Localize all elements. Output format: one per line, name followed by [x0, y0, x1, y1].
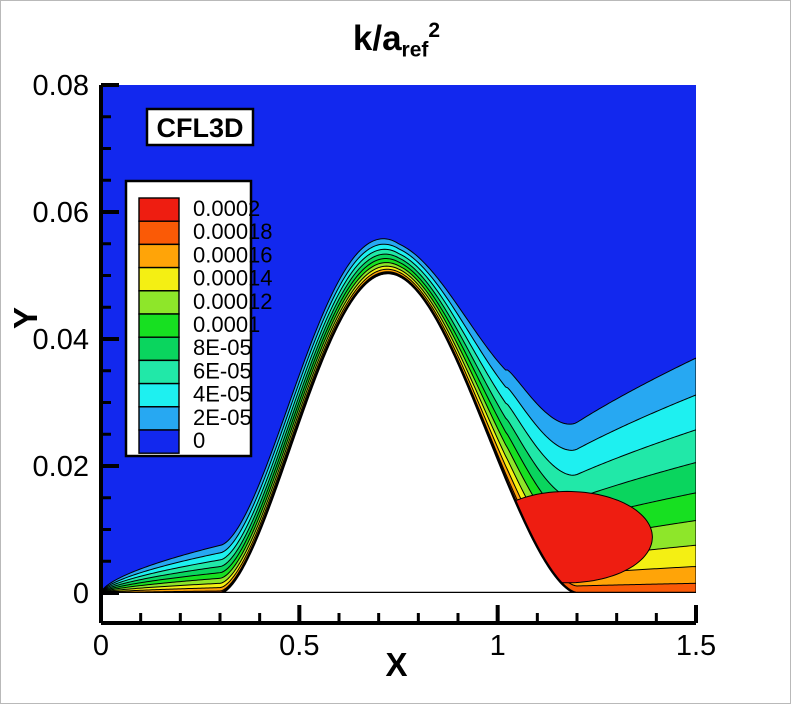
bump-wall [219, 271, 578, 595]
legend-color-swatch [138, 382, 180, 408]
y-tick-label: 0.06 [33, 197, 89, 229]
legend-color-swatch [138, 266, 180, 292]
title-subscript: ref [401, 38, 429, 62]
cfl3d-label: CFL3D [157, 113, 244, 143]
legend-color-swatch [138, 336, 180, 362]
contour-legend: 0.00020.000180.000160.000140.000120.0001… [124, 179, 273, 458]
legend-label: 0.0001 [193, 312, 260, 337]
legend-label: 0.00016 [193, 242, 273, 267]
page-title: k/aref2 [1, 19, 791, 62]
legend-color-swatch [138, 197, 180, 222]
legend-label: 6E-05 [193, 358, 252, 383]
legend-label: 8E-05 [193, 335, 252, 360]
x-axis-label: X [385, 646, 408, 683]
y-tick-label: 0.08 [33, 70, 89, 102]
legend-color-swatch [138, 290, 180, 315]
legend-label: 0 [193, 428, 205, 453]
legend-label: 0.00012 [193, 289, 273, 314]
legend-color-swatch [138, 359, 180, 385]
title-main: k/a [352, 19, 402, 59]
x-tick-label: 0 [93, 630, 109, 662]
y-tick-label: 0.04 [33, 324, 89, 356]
legend-label: 0.00014 [193, 266, 273, 291]
y-tick-label: 0.02 [33, 451, 89, 483]
annotation-cfl3d: CFL3D [145, 107, 255, 147]
legend-color-swatch [138, 429, 180, 454]
bump-solid-region [101, 271, 696, 623]
legend-label: 0.00018 [193, 219, 273, 244]
x-tick-label: 1 [490, 630, 506, 662]
title-superscript: 2 [428, 19, 441, 42]
y-tick-label: 0 [73, 578, 89, 610]
legend-label: 4E-05 [193, 382, 252, 407]
legend-color-swatch [138, 220, 180, 246]
legend-label: 2E-05 [193, 405, 252, 430]
legend-color-swatch [138, 313, 180, 338]
legend-color-swatch [138, 243, 180, 269]
legend-label: 0.0002 [193, 196, 260, 221]
x-tick-label: 1.5 [676, 630, 716, 662]
x-tick-label: 0.5 [279, 630, 319, 662]
axis-group: 0 0.5 1 1.5 0 0.02 0.04 0.06 0.08 [33, 70, 717, 662]
legend-color-swatch [138, 406, 180, 431]
